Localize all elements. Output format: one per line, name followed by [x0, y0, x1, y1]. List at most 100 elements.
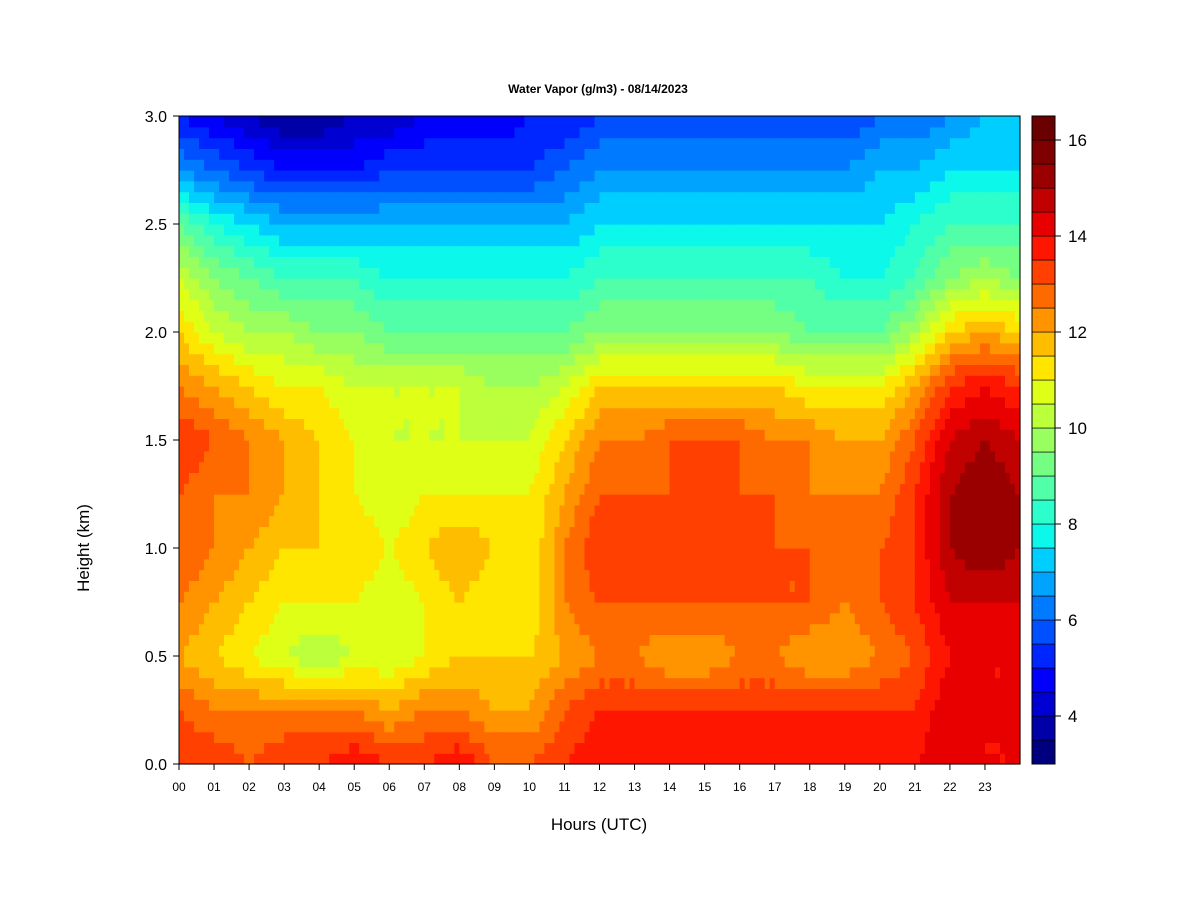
heatmap-cell [349, 677, 355, 689]
heatmap-cell [319, 558, 325, 571]
heatmap-cell [699, 699, 706, 711]
heatmap-cell [924, 526, 931, 538]
heatmap-cell [519, 742, 526, 754]
heatmap-cell [414, 645, 420, 657]
heatmap-cell [374, 580, 380, 592]
heatmap-cell [479, 656, 485, 668]
heatmap-cell [264, 548, 270, 560]
heatmap-cell [554, 580, 561, 592]
heatmap-cell [619, 558, 626, 571]
heatmap-cell [934, 558, 941, 571]
heatmap-cell [914, 515, 921, 527]
heatmap-cell [204, 472, 210, 484]
heatmap-cell [269, 548, 275, 560]
heatmap-cell [764, 710, 771, 722]
heatmap-cell [744, 645, 751, 657]
heatmap-cell [479, 580, 485, 592]
heatmap-cell [964, 591, 971, 603]
heatmap-cell [749, 753, 756, 765]
heatmap-cell [214, 580, 220, 592]
heatmap-cell [589, 494, 596, 506]
heatmap-cell [779, 742, 786, 754]
heatmap-cell [939, 699, 946, 711]
heatmap-cell [669, 472, 676, 484]
heatmap-cell [344, 645, 350, 657]
heatmap-cell [724, 677, 731, 689]
heatmap-cell [734, 548, 741, 560]
heatmap-cell [814, 461, 821, 473]
heatmap-cell [204, 612, 210, 625]
heatmap-cell [714, 461, 721, 473]
heatmap-cell [649, 526, 656, 538]
heatmap-cell [299, 612, 305, 625]
heatmap-cell [484, 656, 490, 668]
heatmap-cell [634, 483, 641, 495]
heatmap-cell [669, 612, 676, 625]
heatmap-cell [874, 504, 881, 517]
heatmap-cell [209, 666, 215, 679]
heatmap-cell [269, 720, 275, 733]
heatmap-cell [349, 666, 355, 679]
heatmap-cell [239, 645, 245, 657]
heatmap-cell [259, 602, 265, 614]
heatmap-cell [729, 645, 736, 657]
heatmap-cell [229, 548, 235, 560]
heatmap-cell [224, 623, 230, 635]
heatmap-cell [544, 558, 551, 571]
heatmap-cell [839, 504, 846, 517]
heatmap-cell [419, 731, 425, 743]
heatmap-cell [1004, 537, 1011, 549]
heatmap-cell [539, 602, 546, 614]
heatmap-cell [709, 548, 716, 560]
heatmap-cell [954, 645, 961, 657]
heatmap-cell [539, 558, 546, 571]
heatmap-cell [754, 742, 761, 754]
heatmap-cell [409, 720, 415, 733]
heatmap-cell [819, 677, 826, 689]
heatmap-cell [474, 483, 480, 495]
heatmap-cell [879, 688, 886, 700]
heatmap-cell [699, 731, 706, 743]
heatmap-cell [1004, 742, 1011, 754]
heatmap-cell [334, 677, 340, 689]
heatmap-cell [869, 515, 876, 527]
heatmap-cell [764, 602, 771, 614]
heatmap-cell [349, 483, 355, 495]
heatmap-cell [469, 731, 475, 743]
heatmap-cell [884, 710, 891, 722]
heatmap-cell [349, 558, 355, 571]
heatmap-cell [464, 548, 470, 560]
heatmap-cell [764, 612, 771, 625]
heatmap-cell [824, 515, 831, 527]
heatmap-cell [814, 742, 821, 754]
heatmap-cell [549, 742, 556, 754]
heatmap-cell [314, 623, 320, 635]
heatmap-cell [499, 666, 505, 679]
heatmap-cell [994, 677, 1001, 689]
heatmap-cell [644, 494, 651, 506]
heatmap-cell [644, 580, 651, 592]
heatmap-cell [619, 494, 626, 506]
heatmap-cell [484, 558, 490, 571]
heatmap-cell [619, 461, 626, 473]
heatmap-cell [459, 623, 465, 635]
heatmap-cell [424, 677, 430, 689]
heatmap-cell [924, 656, 931, 668]
heatmap-cell [399, 569, 405, 581]
heatmap-cell [669, 461, 676, 473]
heatmap-cell [489, 461, 495, 473]
heatmap-cell [529, 580, 536, 592]
heatmap-cell [784, 494, 791, 506]
heatmap-cell [609, 569, 616, 581]
heatmap-cell [589, 699, 596, 711]
heatmap-cell [679, 742, 686, 754]
heatmap-cell [654, 526, 661, 538]
heatmap-cell [639, 720, 646, 733]
heatmap-cell [309, 699, 315, 711]
heatmap-cell [274, 666, 280, 679]
heatmap-cell [619, 580, 626, 592]
heatmap-cell [184, 591, 190, 603]
heatmap-cell [814, 472, 821, 484]
heatmap-cell [214, 699, 220, 711]
heatmap-cell [354, 591, 360, 603]
